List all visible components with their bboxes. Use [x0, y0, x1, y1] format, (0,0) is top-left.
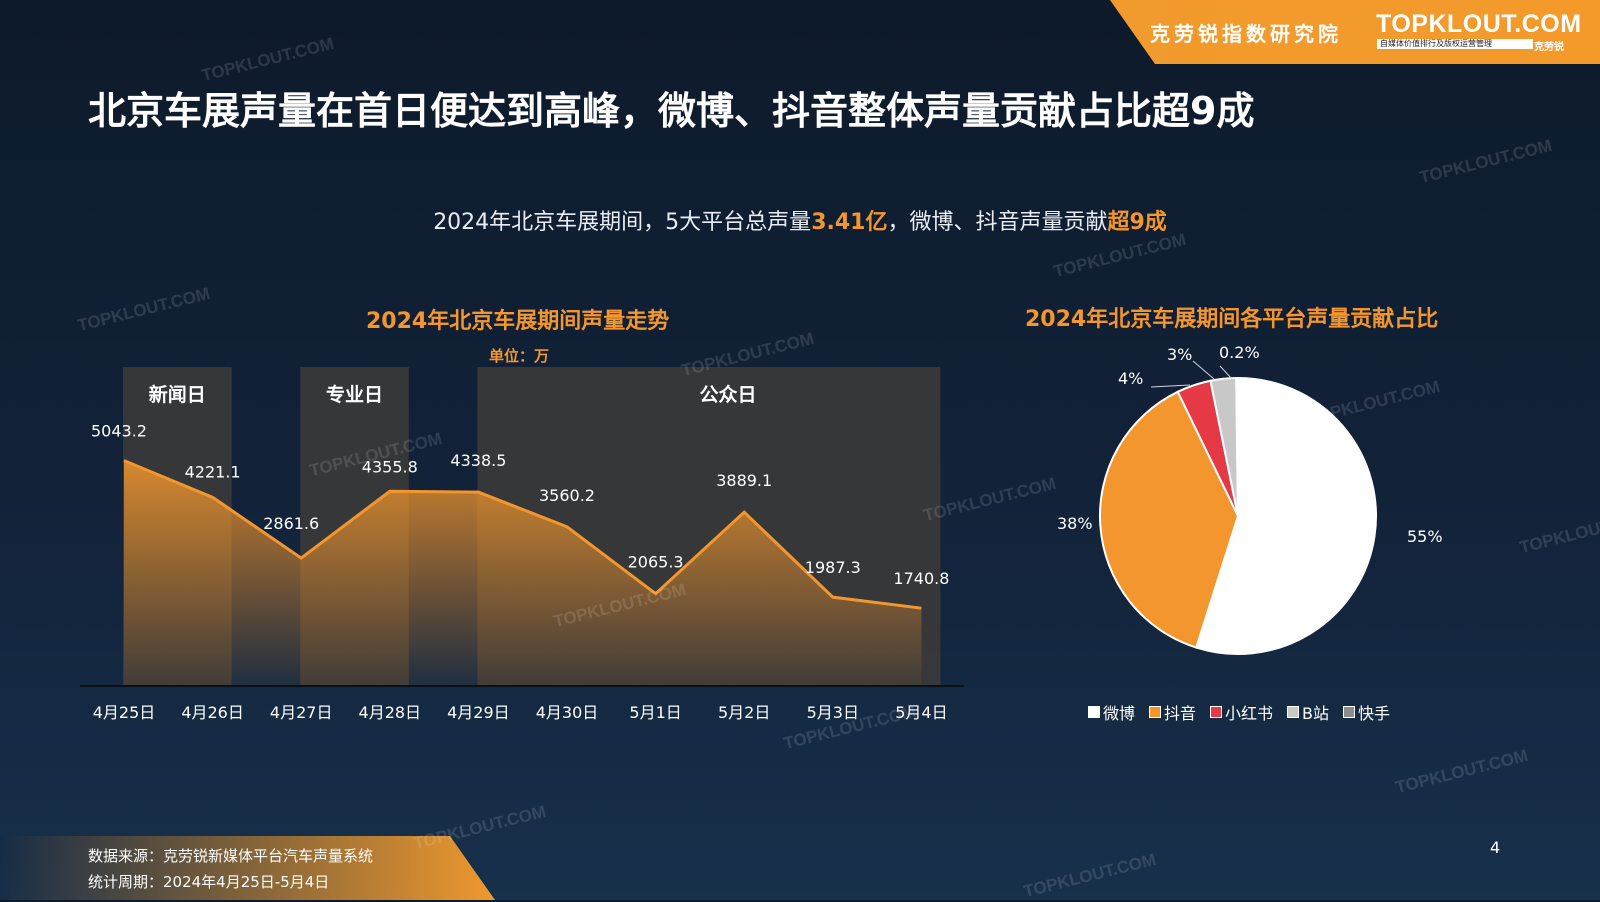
- data-label: 4355.8: [362, 457, 418, 476]
- watermark: TOPKLOUT.COM: [411, 801, 548, 854]
- phase-label: 专业日: [326, 383, 383, 406]
- data-label-text: 2065.3: [628, 553, 684, 572]
- data-label: 2861.6: [263, 514, 319, 533]
- data-label: 5043.2: [91, 422, 147, 441]
- brand-tagline: 自媒体价值排行及版权运营管理: [1377, 39, 1533, 49]
- legend-swatch: [1210, 706, 1223, 718]
- data-label-text: 4355.8: [362, 457, 418, 476]
- data-label-text: 1987.3: [805, 558, 861, 577]
- pie-value-label: 55%: [1407, 527, 1443, 546]
- legend-label: 小红书: [1225, 704, 1274, 723]
- x-tick-label: 4月28日: [359, 703, 422, 722]
- watermark: TOPKLOUT.COM: [1393, 745, 1530, 798]
- pie-value-label: 4%: [1118, 369, 1143, 388]
- pie-legend: 微博 抖音 小红书 B站 快手: [1088, 700, 1390, 724]
- page-title: 北京车展声量在首日便达到高峰，微博、抖音整体声量贡献占比超9成: [88, 89, 1255, 133]
- summary-share: 超9成: [1107, 210, 1167, 235]
- trend-line: [123, 459, 922, 610]
- pie-chart-title: 2024年北京车展期间各平台声量贡献占比: [1025, 307, 1439, 332]
- pie-leader-line: [1192, 360, 1215, 380]
- pie-leader-line: [1150, 384, 1191, 388]
- x-tick-label: 5月4日: [895, 703, 947, 722]
- summary-pre: 2024年北京车展期间，5大平台总声量: [433, 210, 812, 235]
- pie-value-label: 3%: [1167, 345, 1192, 364]
- phase-label: 新闻日: [149, 383, 206, 406]
- data-label-text: 1740.8: [893, 569, 949, 588]
- legend-item-weibo: 微博: [1088, 700, 1135, 724]
- legend-item-douyin: 抖音: [1149, 700, 1196, 724]
- phase-label: 公众日: [699, 383, 756, 406]
- watermark: TOPKLOUT.COM: [1051, 229, 1188, 282]
- watermark: TOPKLOUT.COM: [1517, 505, 1600, 558]
- legend-item-xiaohongshu: 小红书: [1210, 700, 1273, 724]
- data-label-text: 2861.6: [263, 514, 319, 533]
- trend-area: [124, 460, 922, 686]
- x-tick-label: 4月27日: [270, 703, 333, 722]
- legend-label: 微博: [1103, 704, 1136, 723]
- page-number: 4: [1490, 838, 1501, 857]
- watermark: TOPKLOUT.COM: [1305, 376, 1442, 429]
- trend-chart-unit: 单位：万: [489, 347, 550, 365]
- data-label-text: 4338.5: [450, 451, 506, 470]
- data-label-text: 3560.2: [539, 486, 595, 505]
- pie-slice-bilibili: [1209, 376, 1239, 517]
- legend-label: B站: [1302, 704, 1330, 723]
- data-label-text: 4221.1: [185, 462, 241, 481]
- summary-mid: ，微博、抖音声量贡献: [887, 210, 1108, 235]
- data-source: 数据来源：克劳锐新媒体平台汽车声量系统: [88, 847, 374, 865]
- watermark: TOPKLOUT.COM: [1417, 135, 1554, 188]
- legend-swatch: [1149, 706, 1162, 718]
- brand-logo: TOPKLOUT.COM: [1376, 10, 1582, 38]
- pie-value-label: 0.2%: [1219, 343, 1260, 362]
- summary-line: 2024年北京车展期间，5大平台总声量3.41亿，微博、抖音声量贡献超9成: [0, 204, 1600, 236]
- data-label: 4221.1: [185, 462, 241, 481]
- x-tick-label: 5月2日: [718, 703, 770, 722]
- data-label: 2065.3: [628, 553, 684, 572]
- legend-item-bilibili: B站: [1287, 700, 1329, 724]
- legend-swatch: [1088, 706, 1100, 718]
- watermark: TOPKLOUT.COM: [1021, 849, 1158, 902]
- pie-slice-kuaishou: [1235, 376, 1239, 517]
- legend-label: 快手: [1358, 704, 1391, 723]
- summary-total-volume: 3.41亿: [811, 210, 888, 235]
- x-tick-label: 5月1日: [629, 703, 681, 722]
- legend-swatch: [1287, 706, 1300, 718]
- x-tick-label: 5月3日: [807, 703, 859, 722]
- brand-tagline-cn: 克劳锐: [1534, 42, 1564, 53]
- legend-label: 抖音: [1164, 704, 1197, 723]
- data-label-text: 5043.2: [91, 422, 147, 441]
- data-label-text: 3889.1: [716, 471, 772, 490]
- data-label: 3560.2: [539, 486, 595, 505]
- legend-item-kuaishou: 快手: [1343, 700, 1390, 724]
- footer-band: [0, 836, 495, 900]
- pie-slice-douyin: [1099, 390, 1240, 649]
- pie-value-label: 38%: [1057, 514, 1093, 533]
- pie-leader-line: [1219, 365, 1233, 380]
- trend-chart: 新闻日 专业日 公众日 5043.2 4221.1 2861.6 4355.8 4338.5…: [80, 367, 964, 722]
- brand-name-cn: 克劳锐指数研究院: [1150, 22, 1342, 46]
- data-label: 4338.5: [450, 451, 506, 470]
- legend-swatch: [1343, 706, 1356, 718]
- data-label: 1740.8: [893, 569, 949, 588]
- brand-band: [1110, 0, 1600, 64]
- x-tick-label: 4月25日: [93, 703, 156, 722]
- x-tick-label: 4月30日: [536, 703, 599, 722]
- stat-period: 统计周期：2024年4月25日-5月4日: [88, 873, 330, 891]
- data-label: 3889.1: [716, 471, 772, 490]
- pie-slice-xiaohongshu: [1176, 379, 1239, 517]
- data-label: 1987.3: [805, 558, 861, 577]
- x-tick-label: 4月29日: [447, 703, 510, 722]
- x-tick-label: 4月26日: [181, 703, 244, 722]
- trend-chart-title: 2024年北京车展期间声量走势: [366, 309, 670, 334]
